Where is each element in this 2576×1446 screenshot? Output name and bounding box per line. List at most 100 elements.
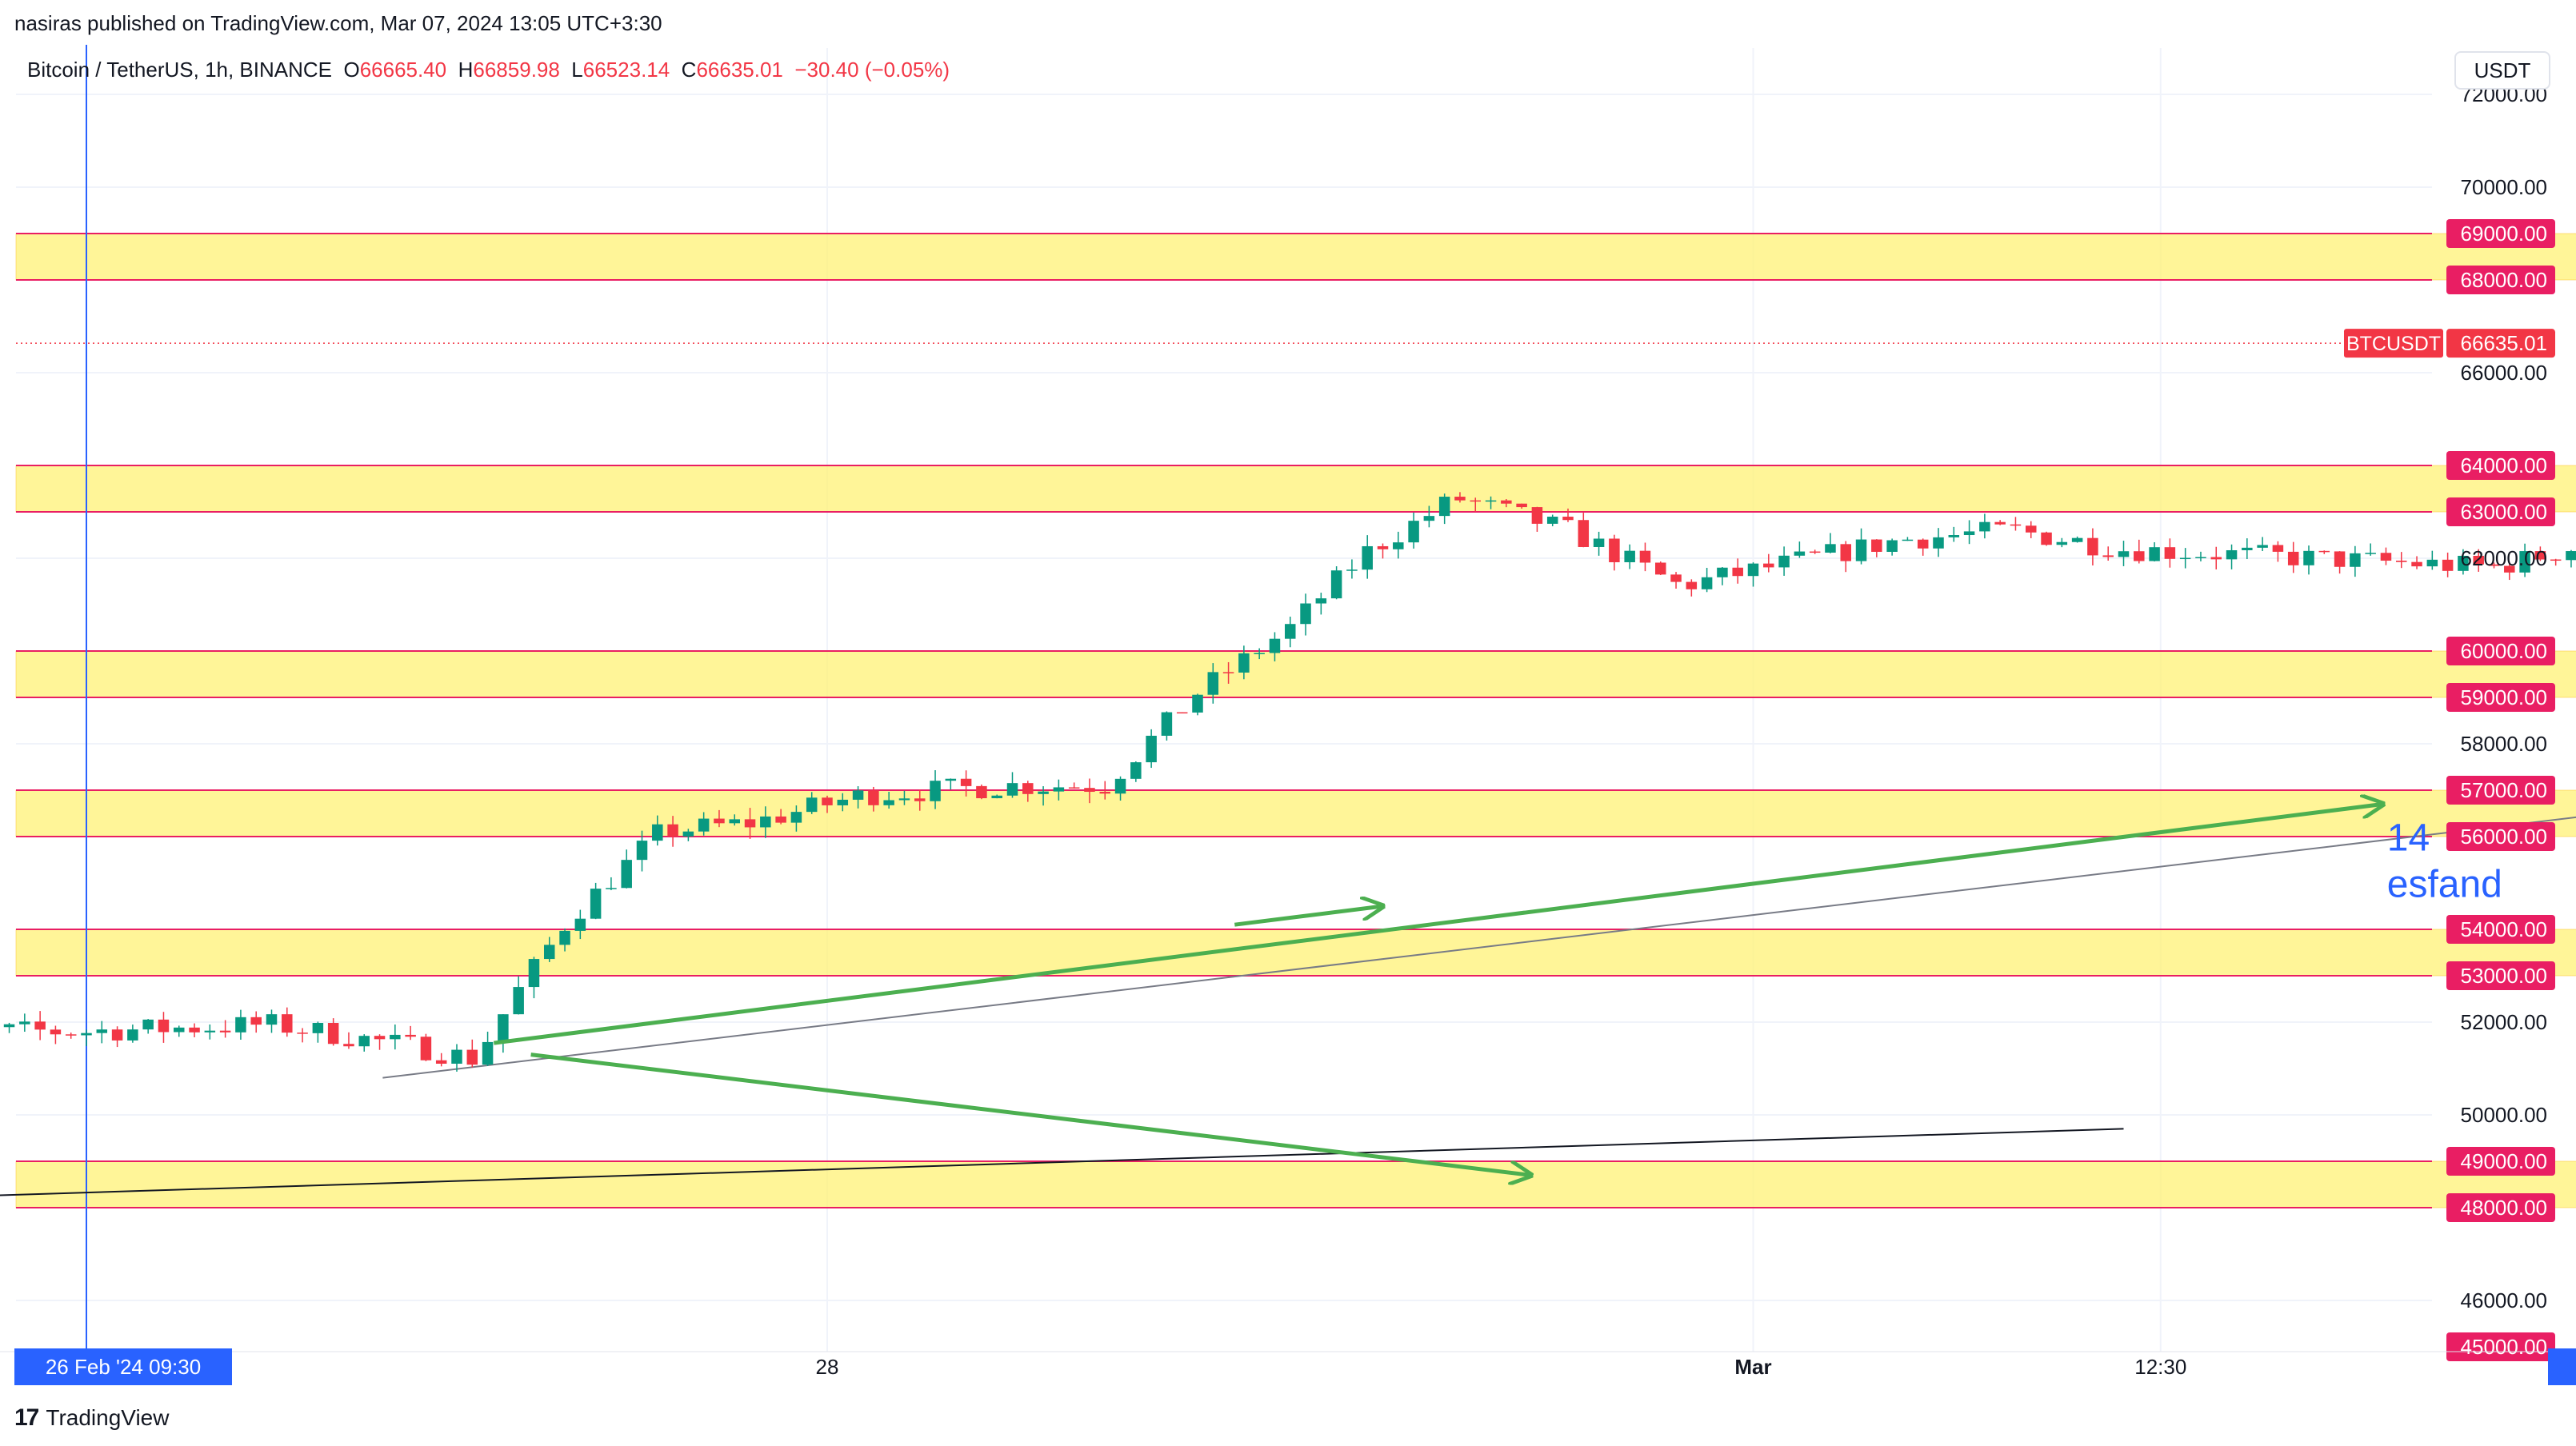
symbol-legend: Bitcoin / TetherUS, 1h, BINANCE O66665.4…: [27, 58, 950, 82]
drawn-arrows[interactable]: [493, 298, 2576, 1176]
price-level-tag-label: 49000.00: [2461, 1149, 2547, 1173]
candle-body: [528, 959, 540, 988]
price-tick-label: 52000.00: [2461, 1010, 2547, 1034]
price-level-tag[interactable]: [2446, 915, 2555, 944]
candle-body: [1809, 551, 1821, 553]
candle-body: [806, 797, 818, 813]
candle-body: [543, 945, 555, 960]
candle-body: [50, 1029, 62, 1035]
candle-body: [698, 818, 710, 832]
candle-body: [760, 816, 771, 828]
candle-body: [2041, 532, 2052, 545]
currency-button[interactable]: USDT: [2454, 51, 2550, 90]
support-resistance-zone: [15, 929, 2576, 977]
candle-body: [559, 930, 570, 945]
candle-body: [1470, 500, 1482, 502]
tradingview-footer[interactable]: 17 TradingView: [14, 1404, 169, 1432]
candle-body: [1300, 603, 1311, 625]
candle-body: [1546, 517, 1558, 524]
price-level-tag-label: 57000.00: [2461, 778, 2547, 802]
candle-body: [513, 987, 524, 1015]
price-level-tag[interactable]: [2446, 497, 2555, 526]
candle-body: [1825, 544, 1836, 553]
candle-body: [2534, 551, 2546, 560]
candle-body: [1377, 545, 1389, 549]
green-arrow[interactable]: [1234, 906, 1382, 927]
candle-body: [1038, 791, 1049, 794]
price-tick-label: 62000.00: [2461, 546, 2547, 570]
trendlines[interactable]: [0, 313, 2576, 1199]
green-arrow[interactable]: [493, 804, 2382, 1045]
candle-body: [2056, 541, 2068, 545]
candle-body: [930, 781, 941, 801]
tradingview-brand: TradingView: [46, 1405, 170, 1430]
price-level-tag[interactable]: [2446, 1332, 2555, 1361]
price-level-tag[interactable]: [2446, 637, 2555, 665]
price-level-tag[interactable]: [2446, 961, 2555, 990]
price-level-tag-label: 69000.00: [2461, 222, 2547, 246]
price-level-tag[interactable]: [2446, 1147, 2555, 1176]
vertical-markers: [86, 45, 87, 1352]
candle-body: [2488, 564, 2500, 566]
price-tick-label: 70000.00: [2461, 175, 2547, 199]
low-label: L: [571, 58, 583, 82]
candle-body: [1732, 567, 1743, 577]
price-level-tag-label: 54000.00: [2461, 917, 2547, 941]
trendline[interactable]: [0, 1128, 2124, 1198]
candle-body: [1778, 555, 1790, 568]
current-price-tag: [2446, 329, 2555, 358]
candle-body: [1717, 567, 1728, 577]
trendline[interactable]: [382, 313, 2576, 1079]
candle-body: [1315, 598, 1327, 604]
price-level-tag[interactable]: [2446, 219, 2555, 248]
current-price-tag-label: 66635.01: [2461, 331, 2547, 355]
candle-body: [2519, 551, 2530, 573]
candle-body: [667, 824, 678, 837]
candle-body: [173, 1027, 185, 1033]
candle-body: [297, 1033, 308, 1034]
candle-body: [2210, 557, 2222, 560]
candle-body: [1531, 507, 1543, 524]
price-level-tag[interactable]: [2446, 266, 2555, 294]
price-level-tag[interactable]: [2446, 451, 2555, 480]
candle-body: [1176, 712, 1188, 714]
candle-body: [1871, 539, 1882, 552]
price-level-tag[interactable]: [2446, 1193, 2555, 1222]
candle-body: [2287, 551, 2299, 565]
price-level-tag[interactable]: [2446, 683, 2555, 712]
candle-body: [914, 798, 926, 801]
candle-body: [2426, 559, 2438, 567]
candle-body: [1438, 497, 1450, 517]
candle-body: [482, 1041, 494, 1065]
candle-body: [1747, 563, 1759, 577]
candle-body: [1284, 624, 1296, 639]
candle-body: [2318, 550, 2330, 553]
candle-body: [714, 818, 725, 824]
time-marker-tag[interactable]: [14, 1348, 232, 1385]
price-level-tag[interactable]: [2446, 776, 2555, 805]
candle-body: [822, 797, 833, 805]
price-axis[interactable]: 46000.00 48000.00 50000.00 52000.00 54000.00…: [2344, 82, 2555, 1361]
green-arrow[interactable]: [530, 1053, 1531, 1176]
candle-body: [2380, 553, 2392, 561]
time-marker-tag[interactable]: [2548, 1348, 2576, 1385]
candle-body: [1099, 792, 1111, 794]
candle-body: [2566, 551, 2576, 561]
candle-body: [204, 1030, 216, 1033]
candle-body: [2550, 559, 2562, 561]
candle-body: [358, 1036, 370, 1047]
price-level-tag[interactable]: [2446, 822, 2555, 851]
candle-body: [1346, 569, 1358, 571]
candle-body: [1207, 672, 1219, 695]
candle-body: [34, 1021, 46, 1030]
candle-body: [837, 799, 849, 805]
candle-body: [852, 790, 864, 800]
candle-body: [1330, 570, 1342, 599]
candle-body: [1609, 538, 1620, 562]
candle-body: [2025, 525, 2037, 533]
candle-body: [2365, 553, 2376, 554]
support-resistance-zone: [15, 1160, 2576, 1208]
publish-header: nasiras published on TradingView.com, Ma…: [14, 11, 662, 35]
